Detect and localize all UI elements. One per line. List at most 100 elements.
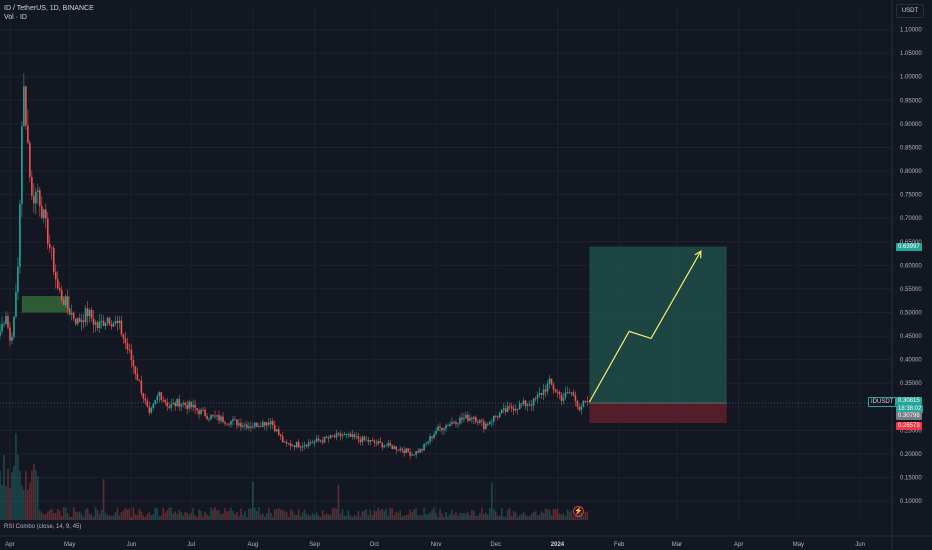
lightning-icon[interactable]: ⚡ [573,506,584,517]
stop-zone [589,403,727,423]
candle-body [244,424,246,426]
volume-legend[interactable]: Vol · ID [4,14,27,21]
candle-body [142,393,145,399]
candle-body [156,396,159,400]
candle-body [84,308,87,323]
candle-body [522,400,525,405]
volume-bar [136,514,139,520]
volume-bar [281,509,284,520]
candle-body [287,443,290,444]
candle-body [566,392,569,394]
volume-bar [226,511,228,520]
volume-bar [353,515,356,520]
volume-bar [411,512,413,520]
candle-body [580,406,583,410]
volume-bar [190,512,192,520]
symbol-legend: ID / TetherUS, 1D, BINANCE Vol · ID [4,4,94,22]
candle-body [9,327,11,341]
candle-body [188,401,190,409]
candle-body [108,317,111,325]
candle-body [429,436,431,442]
volume-bar [323,515,326,520]
candle-body [11,336,13,341]
volume-bar [496,516,499,520]
volume-bar [285,512,288,520]
candle-body [62,299,65,306]
y-tick-label: 0.15000 [900,476,922,482]
x-tick-label: Dec [490,542,501,548]
volume-bar [182,515,184,520]
volume-bar [536,515,539,520]
y-tick-label: 0.95000 [900,98,922,104]
symbol-title[interactable]: ID / TetherUS, 1D, BINANCE [4,5,94,12]
volume-bar [532,512,535,520]
candle-body [329,435,332,439]
candle-body [76,318,79,324]
volume-bar [477,515,479,520]
volume-bar [279,509,282,520]
candle-body [295,442,298,448]
candle-body [339,433,342,437]
volume-bar [512,511,515,520]
candle-body [281,436,284,443]
candle-body [576,400,579,407]
candle-body [538,393,541,395]
volume-bar [35,469,37,520]
rsi-indicator-label[interactable]: RSI Combo (close, 14, 9, 45) [4,524,82,530]
currency-button[interactable]: USDT [896,4,924,18]
volume-bar [542,512,545,520]
candle-body [37,190,39,192]
time-axis[interactable]: Apr May Jun Jul Aug Sep Oct Nov Dec 2024 Feb Mar Apr… [0,535,932,548]
candle-body [264,421,266,426]
candle-body [552,384,555,390]
volume-bar [232,510,234,520]
candle-body [256,422,258,427]
volume-bar [178,509,180,520]
candle-body [106,317,109,323]
volume-bar [148,511,151,520]
candle-body [389,442,392,446]
volume-bar [343,515,346,520]
volume-bar [254,507,256,520]
candle-body [269,421,272,425]
volume-bar [7,469,9,520]
candle-body [367,439,370,442]
volume-bar [492,509,495,520]
volume-bar [437,516,439,520]
volume-bar [431,510,433,520]
volume-bar [475,515,477,520]
candle-body [252,426,254,428]
volume-bar [216,510,218,520]
candle-body [439,426,441,428]
candle-body [200,409,202,415]
candle-body [41,206,43,218]
candle-body [431,436,433,438]
volume-bar [494,511,497,520]
annotation-zones [0,246,892,423]
volume-bar [258,507,260,520]
volume-bar [407,514,409,520]
volume-bar [222,513,224,520]
volume-bar [39,510,41,520]
volume-bar [570,510,573,520]
candle-body [385,445,388,447]
volume-bar [256,511,258,520]
candle-body [369,440,372,442]
volume-bar [371,514,374,520]
volume-bar [180,511,182,520]
candle-body [58,288,61,291]
candle-body [357,436,360,440]
volume-bar [72,507,75,520]
candle-body [232,419,234,422]
candle-body [409,452,411,456]
volume-bar [562,513,565,520]
volume-bar [395,511,398,520]
candle-body [387,442,390,446]
price-axis[interactable]: 0.100000.150000.200000.250000.300000.350… [891,0,922,550]
volume-bar [345,515,348,520]
candle-body [375,442,378,444]
volume-bar [33,463,35,520]
volume-bar [510,515,513,520]
volume-bar [439,508,441,520]
